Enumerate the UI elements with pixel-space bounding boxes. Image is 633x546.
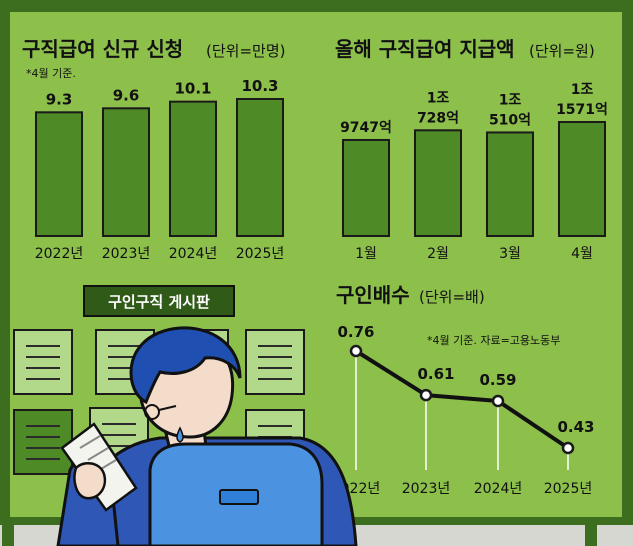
c2-x-tick-label: 4월 <box>571 246 593 262</box>
c3-x-tick-label: 2024년 <box>474 481 523 497</box>
c2-value-label: 1571억 <box>556 102 608 118</box>
board-sign-label: 구인구직 게시판 <box>108 293 210 311</box>
c1-value-label: 10.3 <box>241 77 278 95</box>
c1-bar <box>102 107 150 237</box>
c2-bar <box>486 131 534 237</box>
chart1-note: *4월 기준. <box>26 67 76 80</box>
c1-value-label: 10.1 <box>174 80 211 98</box>
paper-line <box>87 447 109 461</box>
c2-bar <box>558 121 606 237</box>
c2-x-tick-label: 1월 <box>355 246 377 262</box>
job-seeker-illustration <box>56 326 358 546</box>
c3-value-label: 0.76 <box>337 323 374 341</box>
board-sign-plate <box>83 285 235 317</box>
c1-x-tick-label: 2022년 <box>35 246 84 262</box>
chart1-unit: (단위=만명) <box>206 42 285 60</box>
c3-x-tick-label: 2025년 <box>544 481 593 497</box>
sweat-drop-icon <box>176 426 184 443</box>
chart2-title: 올해 구직급여 지급액 <box>335 37 515 61</box>
c2-bar <box>414 129 462 237</box>
job-posting-paper-icon <box>245 329 305 395</box>
c3-x-tick-label: 2023년 <box>402 481 451 497</box>
c3-value-label: 0.61 <box>417 365 454 383</box>
chart2-unit: (단위=원) <box>529 42 595 60</box>
c2-value-label: 728억 <box>417 110 459 126</box>
c2-bar <box>342 138 390 237</box>
glasses-icon <box>144 404 160 420</box>
series-line <box>354 349 570 450</box>
c3-data-point <box>419 388 433 402</box>
c3-value-label: 0.43 <box>557 418 594 436</box>
c2-x-tick-label: 3월 <box>499 246 521 262</box>
chart-benefit-payments: 올해 구직급여 지급액 (단위=원) 9747억 1조 728억 1조 510억 1조 15… <box>335 37 608 262</box>
c2-x-tick-label: 2월 <box>427 246 449 262</box>
c1-bar <box>236 98 284 237</box>
c2-value-label: 510억 <box>489 112 531 128</box>
job-posting-paper-icon <box>13 409 73 475</box>
c2-value-label: 9747억 <box>340 120 392 136</box>
person-hair <box>129 326 242 405</box>
c3-data-point <box>349 344 363 358</box>
c3-value-label: 0.59 <box>479 371 516 389</box>
c1-x-tick-label: 2025년 <box>236 246 285 262</box>
paper-line <box>79 435 101 449</box>
chart-job-openings-ratio: 구인배수 (단위=배) *4월 기준. 자료=고용노동부 0.76 0.61 0.5… <box>332 283 595 497</box>
chart-new-applications: 구직급여 신규 신청 (단위=만명) *4월 기준. 9.3 9.6 10.1 10.… <box>22 37 285 262</box>
job-posting-paper-icon <box>13 329 73 395</box>
backpack-pocket <box>219 489 259 505</box>
chart3-note: *4월 기준. 자료=고용노동부 <box>427 334 560 347</box>
c1-value-label: 9.6 <box>113 86 140 104</box>
board-sign: 구인구직 게시판 <box>83 285 235 317</box>
chart1-title: 구직급여 신규 신청 <box>22 37 183 61</box>
c2-value-label: 1조 <box>571 82 594 98</box>
c3-data-point <box>491 394 505 408</box>
c2-value-label: 1조 <box>499 92 522 108</box>
board-leg-left <box>2 518 14 546</box>
glasses-arm <box>158 405 177 411</box>
board-leg-right <box>585 518 597 546</box>
person-hand <box>73 461 107 500</box>
c2-value-label: 1조 <box>427 90 450 106</box>
chart3-title: 구인배수 <box>336 283 410 307</box>
c1-value-label: 9.3 <box>46 90 73 108</box>
c1-bar <box>169 100 217 238</box>
c3-data-point <box>561 441 575 455</box>
c1-x-tick-label: 2023년 <box>102 246 151 262</box>
chart3-unit: (단위=배) <box>419 288 485 306</box>
c1-x-tick-label: 2024년 <box>169 246 218 262</box>
c1-bar <box>35 111 83 237</box>
